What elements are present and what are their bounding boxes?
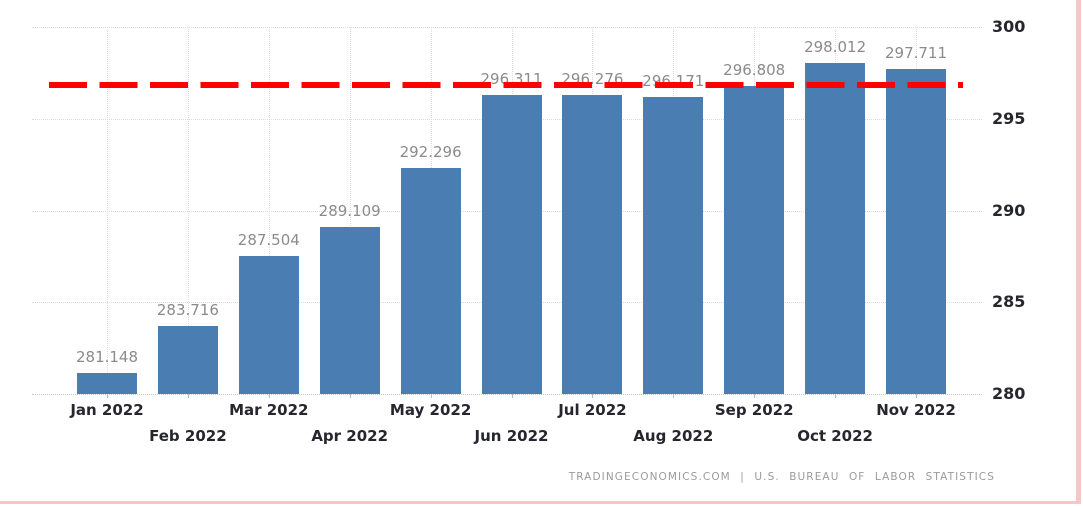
x-axis-tick: [916, 394, 917, 398]
y-axis-tick-label: 290: [992, 200, 1026, 220]
x-gridline: [107, 27, 108, 394]
x-gridline: [349, 27, 351, 394]
x-axis-tick: [754, 394, 756, 398]
x-axis-tick: [511, 394, 513, 398]
x-axis-tick: [268, 394, 270, 398]
bar-jul-2022[interactable]: [562, 95, 623, 394]
bar-value-label: 292.296: [399, 143, 462, 162]
x-axis-tick: [835, 394, 837, 398]
bar-sep-2022[interactable]: [724, 85, 785, 394]
x-axis-tick-label: Nov 2022: [876, 401, 956, 419]
reference-dashed-line: [49, 81, 963, 88]
bar-value-label: 297.711: [884, 44, 948, 62]
bar-aug-2022[interactable]: [643, 97, 704, 394]
x-axis-tick: [187, 394, 189, 398]
bar-jun-2022[interactable]: [481, 94, 542, 394]
x-axis-tick-label: Apr 2022: [311, 427, 389, 445]
x-gridline: [268, 27, 270, 394]
x-axis-tick: [592, 394, 594, 398]
bar-oct-2022[interactable]: [805, 63, 866, 394]
x-axis-tick-label: Aug 2022: [633, 427, 714, 445]
x-axis-tick-label: Jan 2022: [70, 401, 144, 419]
x-axis-tick-label: Sep 2022: [714, 401, 794, 419]
bar-value-label: 298.012: [804, 38, 867, 57]
x-axis-tick-label: Jul 2022: [558, 401, 627, 419]
bar-value-label: 296.808: [723, 60, 786, 79]
y-gridline: [32, 394, 982, 395]
x-gridline: [187, 27, 189, 394]
frame-border-bottom: [0, 501, 1081, 504]
y-axis-tick-label: 300: [992, 17, 1026, 36]
bar-feb-2022[interactable]: [157, 325, 218, 394]
x-axis-tick-label: Mar 2022: [229, 401, 309, 419]
frame-border-right: [1076, 0, 1081, 504]
bar-value-label: 287.504: [237, 231, 300, 250]
x-axis-tick: [107, 394, 108, 398]
bar-value-label: 281.148: [75, 347, 139, 366]
x-axis-tick-label: Jun 2022: [474, 427, 549, 445]
attribution-link[interactable]: TRADINGECONOMICS.COM | U.S. BUREAU OF LA…: [568, 471, 995, 483]
x-axis-tick: [430, 394, 432, 398]
x-axis-tick-label: Oct 2022: [797, 427, 873, 445]
bar-value-label: 289.109: [318, 201, 381, 220]
y-axis-tick-label: 295: [992, 108, 1026, 128]
y-gridline: [32, 27, 982, 28]
bar-apr-2022[interactable]: [319, 226, 380, 394]
y-axis-tick-label: 280: [992, 384, 1026, 403]
bar-may-2022[interactable]: [400, 168, 461, 394]
bar-mar-2022[interactable]: [238, 256, 299, 394]
x-axis-tick: [673, 394, 675, 398]
bar-value-label: 283.716: [156, 300, 219, 319]
x-axis-tick: [349, 394, 351, 398]
x-axis-tick-label: Feb 2022: [149, 427, 227, 445]
bar-nov-2022[interactable]: [886, 69, 946, 394]
y-axis-tick-label: 285: [992, 292, 1026, 312]
bar-jan-2022[interactable]: [77, 372, 137, 394]
attribution: TRADINGECONOMICS.COM | U.S. BUREAU OF LA…: [569, 471, 995, 483]
x-axis-tick-label: May 2022: [389, 401, 472, 419]
